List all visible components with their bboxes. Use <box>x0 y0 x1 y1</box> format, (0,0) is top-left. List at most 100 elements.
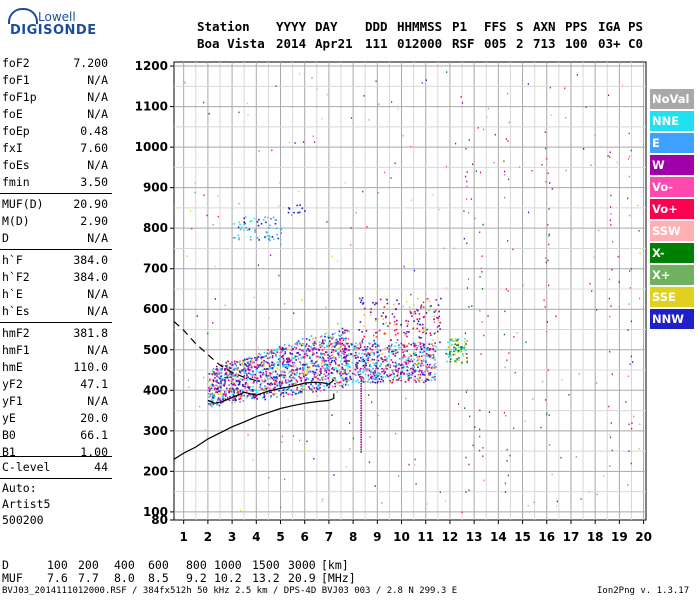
echo-point <box>326 221 328 223</box>
echo-point <box>410 312 412 315</box>
echo-point <box>355 354 358 356</box>
echo-point <box>286 367 289 370</box>
echo-point <box>375 375 378 378</box>
echo-point <box>360 409 362 412</box>
echo-point <box>359 370 362 373</box>
echo-point <box>407 366 409 369</box>
echo-point <box>333 367 335 369</box>
echo-point <box>252 390 254 392</box>
auto-scaling-label: Artist5 <box>2 497 51 511</box>
echo-point <box>342 376 344 379</box>
distance-value: 400 <box>114 558 135 572</box>
echo-point <box>544 306 546 308</box>
echo-point <box>406 350 408 352</box>
echo-point <box>454 349 456 352</box>
echo-point <box>276 351 279 354</box>
echo-point <box>406 330 408 333</box>
echo-point <box>465 491 467 493</box>
echo-point <box>279 347 282 350</box>
param-key: h`F2 <box>2 270 30 284</box>
x-tick-label: 10 <box>393 530 410 544</box>
echo-point <box>214 387 216 390</box>
echo-point <box>356 364 358 366</box>
echo-point <box>371 401 373 404</box>
param-value: N/A <box>87 158 108 172</box>
echo-point <box>319 368 322 370</box>
header-label: YYYY <box>276 19 307 34</box>
echo-point <box>362 370 365 373</box>
echo-point <box>610 223 612 226</box>
echo-point <box>293 355 296 358</box>
echo-point <box>406 335 408 338</box>
echo-point <box>407 376 410 379</box>
echo-point <box>296 367 299 370</box>
echo-point <box>303 389 306 391</box>
echo-point <box>365 348 368 350</box>
echo-point <box>339 345 342 347</box>
echo-point <box>254 229 256 231</box>
echo-point <box>268 391 271 394</box>
echo-point <box>356 348 358 351</box>
echo-point <box>328 374 331 377</box>
param-value: N/A <box>87 90 108 104</box>
echo-point <box>236 368 239 371</box>
echo-point <box>230 390 233 393</box>
echo-point <box>631 427 633 430</box>
echo-point <box>390 374 392 376</box>
echo-point <box>278 346 281 349</box>
echo-point <box>280 348 283 351</box>
echo-point <box>236 375 239 378</box>
echo-point <box>247 386 250 388</box>
echo-point <box>392 369 394 372</box>
echo-point <box>479 435 481 438</box>
echo-point <box>221 396 224 399</box>
echo-point <box>264 398 267 401</box>
echo-point <box>639 297 641 300</box>
echo-point <box>208 387 210 390</box>
echo-point <box>314 364 316 367</box>
echo-point <box>419 377 421 379</box>
echo-point <box>321 345 324 348</box>
echo-point <box>548 234 550 237</box>
echo-point <box>251 388 254 391</box>
echo-point <box>428 343 430 346</box>
echo-point <box>287 358 290 361</box>
echo-point <box>320 377 323 379</box>
echo-point <box>269 235 271 238</box>
echo-point <box>227 373 229 376</box>
echo-point <box>227 374 230 377</box>
echo-point <box>303 384 306 387</box>
echo-point <box>292 365 295 368</box>
echo-point <box>426 355 428 357</box>
echo-point <box>279 238 282 241</box>
echo-point <box>464 407 466 409</box>
echo-point <box>311 347 313 350</box>
echo-point <box>550 114 552 116</box>
echo-point <box>363 359 366 362</box>
echo-point <box>320 352 322 355</box>
echo-point <box>420 336 422 339</box>
echo-point <box>338 335 341 338</box>
echo-point <box>270 367 272 369</box>
echo-point <box>315 386 318 389</box>
echo-point <box>336 370 338 373</box>
echo-point <box>487 315 489 317</box>
echo-point <box>468 306 470 308</box>
echo-point <box>268 238 270 240</box>
echo-point <box>360 392 362 395</box>
echo-point <box>414 458 416 461</box>
echo-point <box>330 351 333 354</box>
echo-point <box>341 384 343 387</box>
echo-point <box>506 359 508 362</box>
echo-point <box>388 345 390 347</box>
echo-point <box>396 299 398 302</box>
echo-point <box>346 329 349 332</box>
echo-point <box>292 435 295 437</box>
echo-point <box>242 365 245 368</box>
echo-point <box>199 405 201 408</box>
echo-point <box>363 364 366 367</box>
echo-point <box>590 164 592 167</box>
echo-point <box>268 234 270 237</box>
echo-point <box>326 367 329 369</box>
echo-point <box>237 369 239 372</box>
